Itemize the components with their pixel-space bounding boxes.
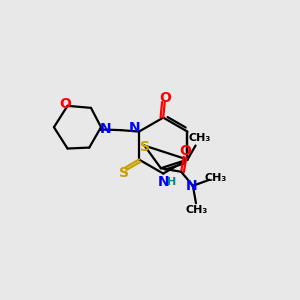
Text: S: S [140,140,150,154]
Text: N: N [158,175,170,189]
Text: O: O [159,91,171,105]
Text: CH₃: CH₃ [189,134,211,143]
Text: N: N [100,122,111,136]
Text: CH₃: CH₃ [205,172,227,182]
Text: O: O [179,145,191,158]
Text: N: N [129,121,141,135]
Text: H: H [167,177,176,187]
Text: S: S [119,166,129,180]
Text: CH₃: CH₃ [186,205,208,214]
Text: O: O [59,97,71,111]
Text: N: N [186,179,197,193]
